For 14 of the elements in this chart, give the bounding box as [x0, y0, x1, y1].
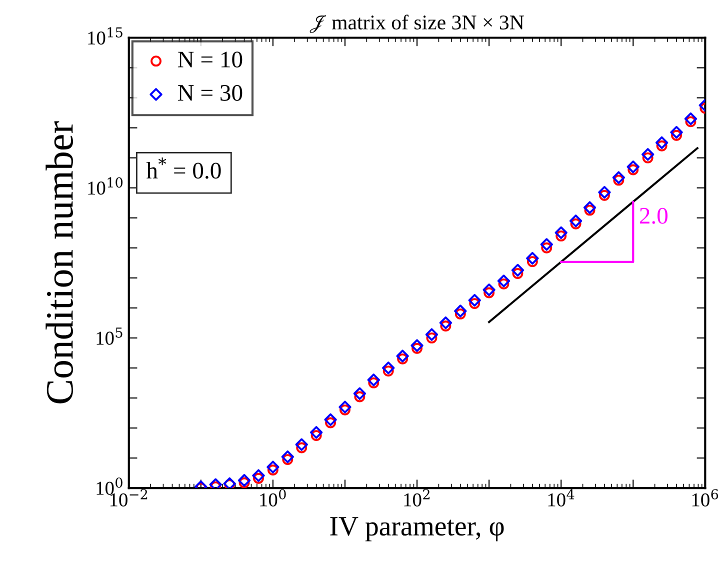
chart-title: 𝒥 matrix of size 3N × 3N — [310, 14, 524, 33]
y-axis-title: Condition number — [46, 121, 74, 404]
annotation: h$^{*}$ = 0.0 — [146, 158, 221, 179]
y-tick-label: 10$^{10}$ — [88, 177, 123, 195]
x-tick-label: 10$^{6}$ — [692, 489, 718, 506]
y-tick-label: 10$^{5}$ — [96, 328, 122, 345]
legend-label: N = 10 — [178, 52, 242, 68]
x-tick-label: 10$^{4}$ — [548, 489, 574, 506]
y-tick-label: 10$^{15}$ — [88, 27, 122, 45]
legend-label: N = 30 — [178, 84, 242, 101]
x-tick-label: 10$^{0}$ — [260, 489, 286, 506]
annotation: 2.0 — [640, 208, 668, 224]
x-axis-title: IV parameter, φ — [330, 517, 504, 542]
x-tick-label: 10$^{2}$ — [404, 489, 430, 506]
